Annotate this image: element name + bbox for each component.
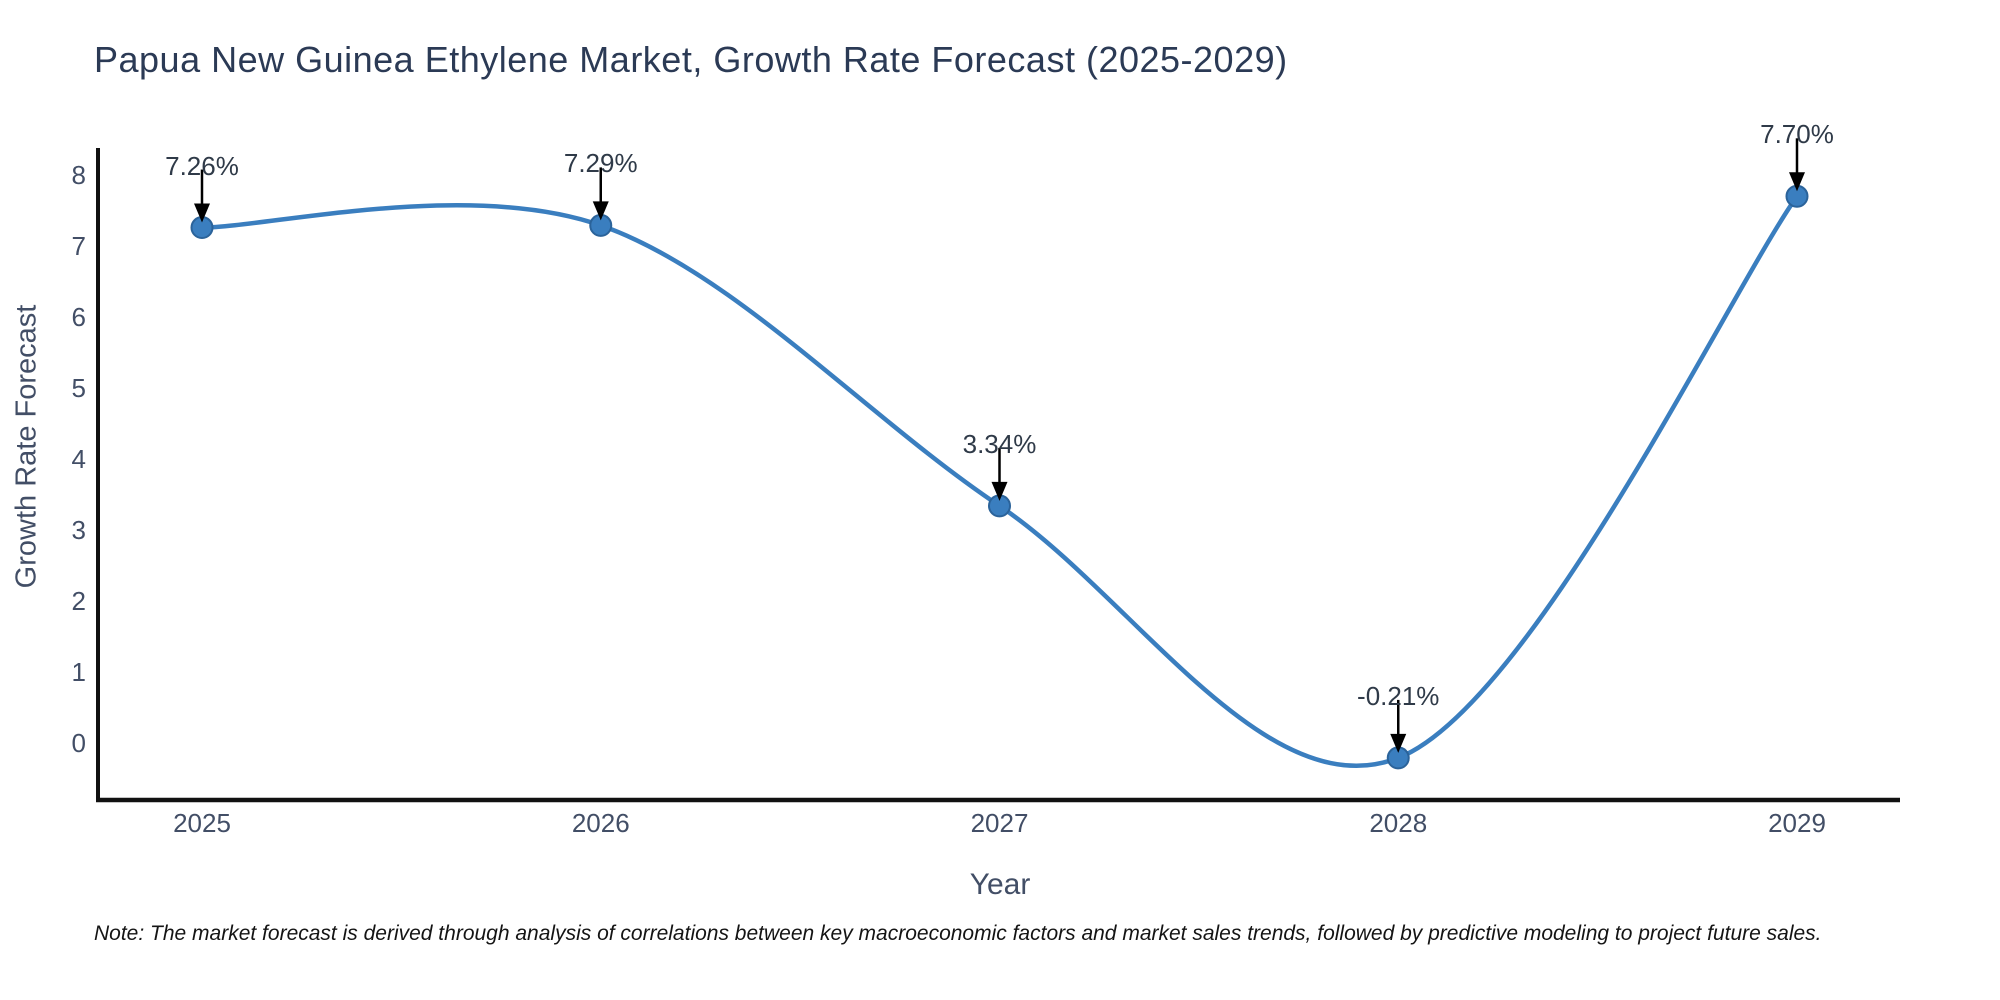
annotation-arrow-head (991, 481, 1008, 501)
annotation-arrow-head (1390, 733, 1407, 753)
y-tick-label: 0 (71, 728, 86, 758)
y-tick-label: 8 (71, 160, 86, 190)
y-tick-label: 1 (71, 657, 86, 687)
x-tick-label: 2025 (173, 808, 231, 838)
y-tick-label: 5 (71, 373, 86, 403)
y-tick-label: 7 (71, 231, 86, 261)
data-point-label: -0.21% (1357, 680, 1440, 711)
x-tick-label: 2027 (970, 808, 1029, 838)
series-line (199, 194, 1800, 768)
x-tick-label: 2029 (1768, 808, 1826, 838)
data-point-label: 7.26% (165, 150, 239, 181)
x-tick-label: 2026 (571, 808, 630, 838)
annotation-arrow-head (592, 201, 609, 221)
x-axis-title: Year (969, 868, 1031, 901)
y-tick-label: 2 (71, 586, 86, 616)
chart-title: Papua New Guinea Ethylene Market, Growth… (94, 39, 1288, 80)
y-tick-label: 6 (71, 302, 86, 332)
annotation-arrow-head (1789, 172, 1805, 192)
data-point-label: 7.29% (563, 148, 638, 179)
x-tick-label: 2028 (1369, 808, 1428, 838)
annotation-arrow-head (194, 203, 210, 223)
y-tick-label: 4 (71, 444, 86, 474)
data-point-label: 7.70% (1760, 119, 1834, 150)
footnote: Note: The market forecast is derived thr… (94, 922, 1822, 945)
y-tick-label: 3 (71, 515, 86, 545)
data-point-label: 3.34% (962, 428, 1037, 459)
